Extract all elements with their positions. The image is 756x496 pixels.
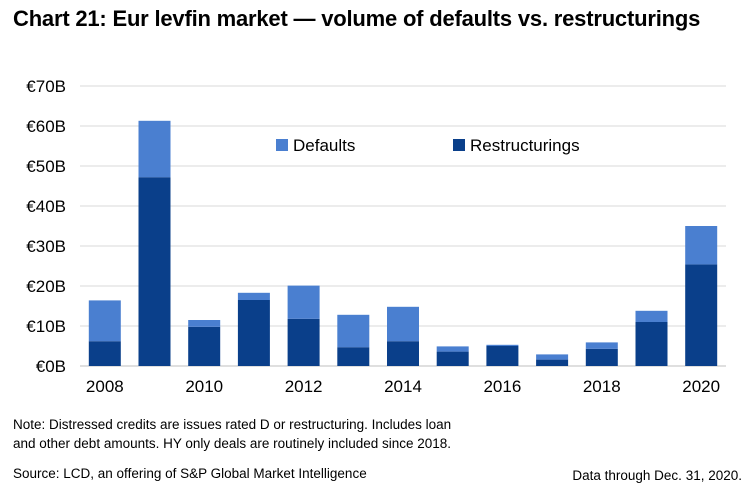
x-tick-label: 2010 (185, 377, 223, 396)
bar-restructurings-2015 (436, 351, 469, 366)
bar-restructurings-2009 (138, 177, 171, 366)
bar-defaults-2015 (436, 346, 469, 352)
legend-swatch-defaults (276, 139, 288, 151)
bar-defaults-2014 (387, 306, 419, 342)
y-tick-label: €50B (26, 157, 66, 176)
bar-restructurings-2010 (188, 326, 221, 366)
y-tick-label: €10B (26, 317, 66, 336)
x-tick-label: 2018 (583, 377, 621, 396)
legend-label-defaults: Defaults (293, 136, 355, 155)
y-tick-label: €40B (26, 197, 66, 216)
bar-defaults-2018 (585, 342, 618, 349)
y-tick-label: €0B (36, 357, 66, 376)
bar-defaults-2012 (287, 285, 320, 319)
y-tick-label: €70B (26, 77, 66, 96)
y-tick-label: €30B (26, 237, 66, 256)
note-line-2: and other debt amounts. HY only deals ar… (13, 436, 452, 451)
x-tick-label: 2020 (682, 377, 720, 396)
bar-restructurings-2016 (486, 346, 519, 366)
bar-defaults-2016 (486, 344, 519, 346)
chart-note: Note: Distressed credits are issues rate… (13, 415, 533, 453)
x-tick-label: 2016 (483, 377, 521, 396)
source-text: Source: LCD, an offering of S&P Global M… (13, 466, 367, 481)
data-through-text: Data through Dec. 31, 2020. (572, 468, 742, 483)
y-axis-tick-labels: €0B €10B €20B €30B €40B €50B €60B €70B (26, 77, 66, 376)
bars (88, 120, 718, 366)
legend: Defaults Restructurings (276, 136, 580, 155)
x-tick-label: 2014 (384, 377, 422, 396)
bar-restructurings-2013 (337, 347, 370, 366)
bar-defaults-2010 (188, 320, 221, 327)
bar-restructurings-2011 (237, 300, 270, 366)
x-tick-label: 2012 (285, 377, 323, 396)
note-line-1: Note: Distressed credits are issues rate… (13, 417, 452, 432)
bar-restructurings-2014 (387, 341, 419, 366)
bar-restructurings-2017 (536, 359, 569, 366)
y-tick-label: €20B (26, 277, 66, 296)
bar-defaults-2020 (685, 226, 718, 265)
x-axis-tick-labels: 2008 2010 2012 2014 2016 2018 2020 (86, 377, 720, 396)
bar-restructurings-2012 (287, 318, 320, 366)
bar-restructurings-2018 (585, 348, 618, 366)
chart-title: Chart 21: Eur levfin market — volume of … (13, 6, 701, 31)
bar-defaults-2019 (635, 310, 668, 322)
y-tick-label: €60B (26, 117, 66, 136)
legend-label-restructurings: Restructurings (470, 136, 580, 155)
bar-defaults-2011 (237, 292, 270, 300)
x-tick-label: 2008 (86, 377, 124, 396)
stacked-bar-chart: €0B €10B €20B €30B €40B €50B €60B €70B 2008 2010… (26, 77, 726, 396)
bar-defaults-2009 (138, 120, 171, 178)
bar-defaults-2017 (536, 354, 569, 360)
bar-restructurings-2019 (635, 322, 668, 366)
bar-defaults-2013 (337, 314, 370, 348)
bar-defaults-2008 (88, 300, 121, 342)
bar-restructurings-2020 (685, 264, 718, 366)
bar-restructurings-2008 (88, 341, 121, 366)
legend-swatch-restructurings (453, 139, 465, 151)
